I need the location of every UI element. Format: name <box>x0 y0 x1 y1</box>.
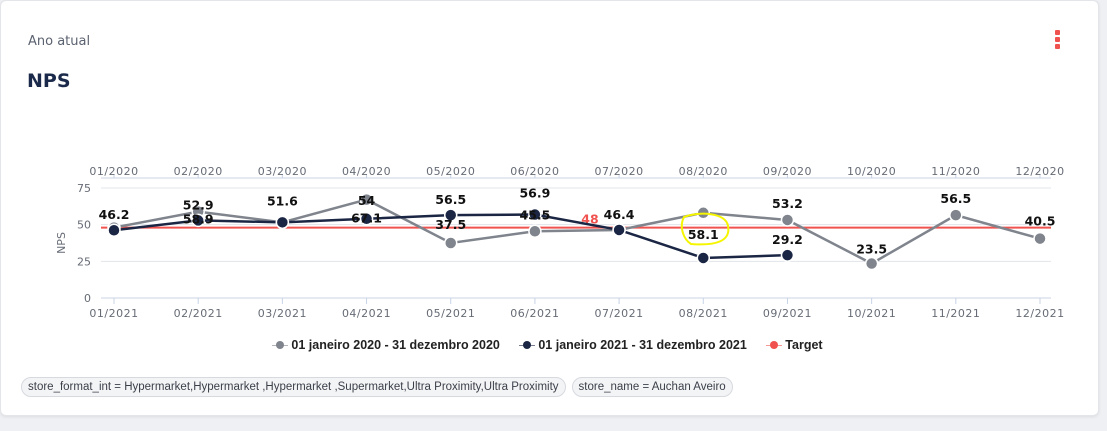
data-point-2020 <box>780 213 795 227</box>
x-top-tick-label: 04/2020 <box>342 165 391 178</box>
x-top-tick-label: 09/2020 <box>763 165 812 178</box>
data-label-2020: 67.1 <box>351 211 382 226</box>
x-bottom-tick-label: 08/2021 <box>679 307 728 320</box>
data-label-2020: 58.9 <box>183 212 214 227</box>
data-label-2021: 46.2 <box>99 207 130 222</box>
x-top-tick-label: 12/2020 <box>1015 165 1064 178</box>
filter-chips: store_format_int = Hypermarket,Hypermark… <box>21 377 733 397</box>
data-label-2020: 53.2 <box>772 196 803 211</box>
data-point-2021 <box>528 207 542 222</box>
data-label-2020: 56.5 <box>940 191 971 206</box>
data-label-2020: 58.1 <box>688 227 719 242</box>
x-top-tick-label: 08/2020 <box>679 165 728 178</box>
y-axis-title: NPS <box>55 232 68 254</box>
data-point-2020 <box>949 208 963 222</box>
x-bottom-tick-label: 05/2021 <box>426 307 475 320</box>
legend-dot-target-icon <box>766 341 783 349</box>
legend-dot-2021-icon <box>519 341 536 349</box>
data-label-2021: 52.9 <box>183 197 214 212</box>
x-bottom-tick-label: 03/2021 <box>258 307 307 320</box>
data-label-2020: 37.5 <box>435 217 466 232</box>
x-bottom-tick-label: 10/2021 <box>847 307 896 320</box>
nps-line-chart: 0 25 50 75 NPS 01/2020 01/2021 02/2020 02/2021 03… <box>55 165 1064 320</box>
card-title: NPS <box>27 70 71 92</box>
data-label-2021: 56.9 <box>519 186 550 201</box>
legend-dot-2020-icon <box>272 341 289 349</box>
data-point-2020 <box>864 256 879 271</box>
x-top-tick-label: 10/2020 <box>847 165 896 178</box>
x-bottom-tick-label: 06/2021 <box>510 307 559 320</box>
data-label-2021: 56.5 <box>435 192 466 207</box>
legend-item-2021[interactable]: 01 janeiro 2021 - 31 dezembro 2021 <box>519 338 747 352</box>
x-bottom-tick-label: 04/2021 <box>342 307 391 320</box>
data-point-2021 <box>191 213 205 228</box>
x-top-tick-label: 03/2020 <box>258 165 307 178</box>
data-label-2021: 54 <box>358 193 376 208</box>
x-bottom-tick-label: 07/2021 <box>594 307 643 320</box>
x-bottom-tick-label: 09/2021 <box>763 307 812 320</box>
data-label-2020: 45.5 <box>519 207 550 222</box>
x-bottom-tick-label: 12/2021 <box>1015 307 1064 320</box>
y-tick-label: 50 <box>77 219 91 232</box>
x-top-tick-label: 06/2020 <box>510 165 559 178</box>
legend-item-target[interactable]: Target <box>766 338 823 352</box>
x-bottom-tick-label: 02/2021 <box>174 307 223 320</box>
filter-chip-store-format[interactable]: store_format_int = Hypermarket,Hypermark… <box>21 377 566 397</box>
legend-item-2020[interactable]: 01 janeiro 2020 - 31 dezembro 2020 <box>272 338 500 352</box>
data-point-2020 <box>359 192 374 207</box>
x-top-tick-label: 01/2020 <box>89 165 138 178</box>
data-point-2020 <box>443 236 458 250</box>
data-point-2021 <box>275 215 290 230</box>
y-tick-label: 75 <box>77 182 91 195</box>
data-label-2020: 40.5 <box>1025 214 1056 229</box>
x-top-tick-label: 07/2020 <box>594 165 643 178</box>
series-line-2020 <box>113 198 1041 265</box>
data-point-2021 <box>780 248 795 262</box>
data-label-2021: 51.6 <box>267 193 298 208</box>
data-label-2021: 46.4 <box>604 207 635 222</box>
data-point-2021 <box>107 223 121 237</box>
filter-chip-store-name[interactable]: store_name = Auchan Aveiro <box>571 377 733 397</box>
x-top-tick-label: 11/2020 <box>931 165 980 178</box>
data-point-2020 <box>1033 231 1047 246</box>
highlight-annotation <box>680 212 730 246</box>
kebab-menu-icon[interactable] <box>1053 30 1063 52</box>
legend-label-2021: 01 janeiro 2021 - 31 dezembro 2021 <box>538 338 747 352</box>
data-label-2020: 23.5 <box>856 242 887 257</box>
data-label-2021: 29.2 <box>772 232 803 247</box>
x-bottom-tick-label: 11/2021 <box>931 307 980 320</box>
data-point-2020 <box>528 224 542 239</box>
x-top-tick-label: 05/2020 <box>426 165 475 178</box>
data-point-2021 <box>359 212 374 226</box>
legend-label-target: Target <box>785 338 823 352</box>
x-top-tick-label: 02/2020 <box>174 165 223 178</box>
x-bottom-tick-label: 01/2021 <box>89 307 138 320</box>
chart-legend: 01 janeiro 2020 - 31 dezembro 2020 01 ja… <box>1 338 1098 352</box>
y-tick-label: 0 <box>84 292 91 305</box>
card-subtitle: Ano atual <box>28 34 91 49</box>
nps-card: Ano atual NPS 0 25 50 75 NPS 01/2020 01/2021 02… <box>0 0 1099 416</box>
y-tick-label: 25 <box>77 255 91 268</box>
legend-label-2020: 01 janeiro 2020 - 31 dezembro 2020 <box>291 338 500 352</box>
data-point-2021 <box>443 208 458 222</box>
data-point-2021 <box>696 251 711 265</box>
data-point-2021 <box>612 223 626 237</box>
